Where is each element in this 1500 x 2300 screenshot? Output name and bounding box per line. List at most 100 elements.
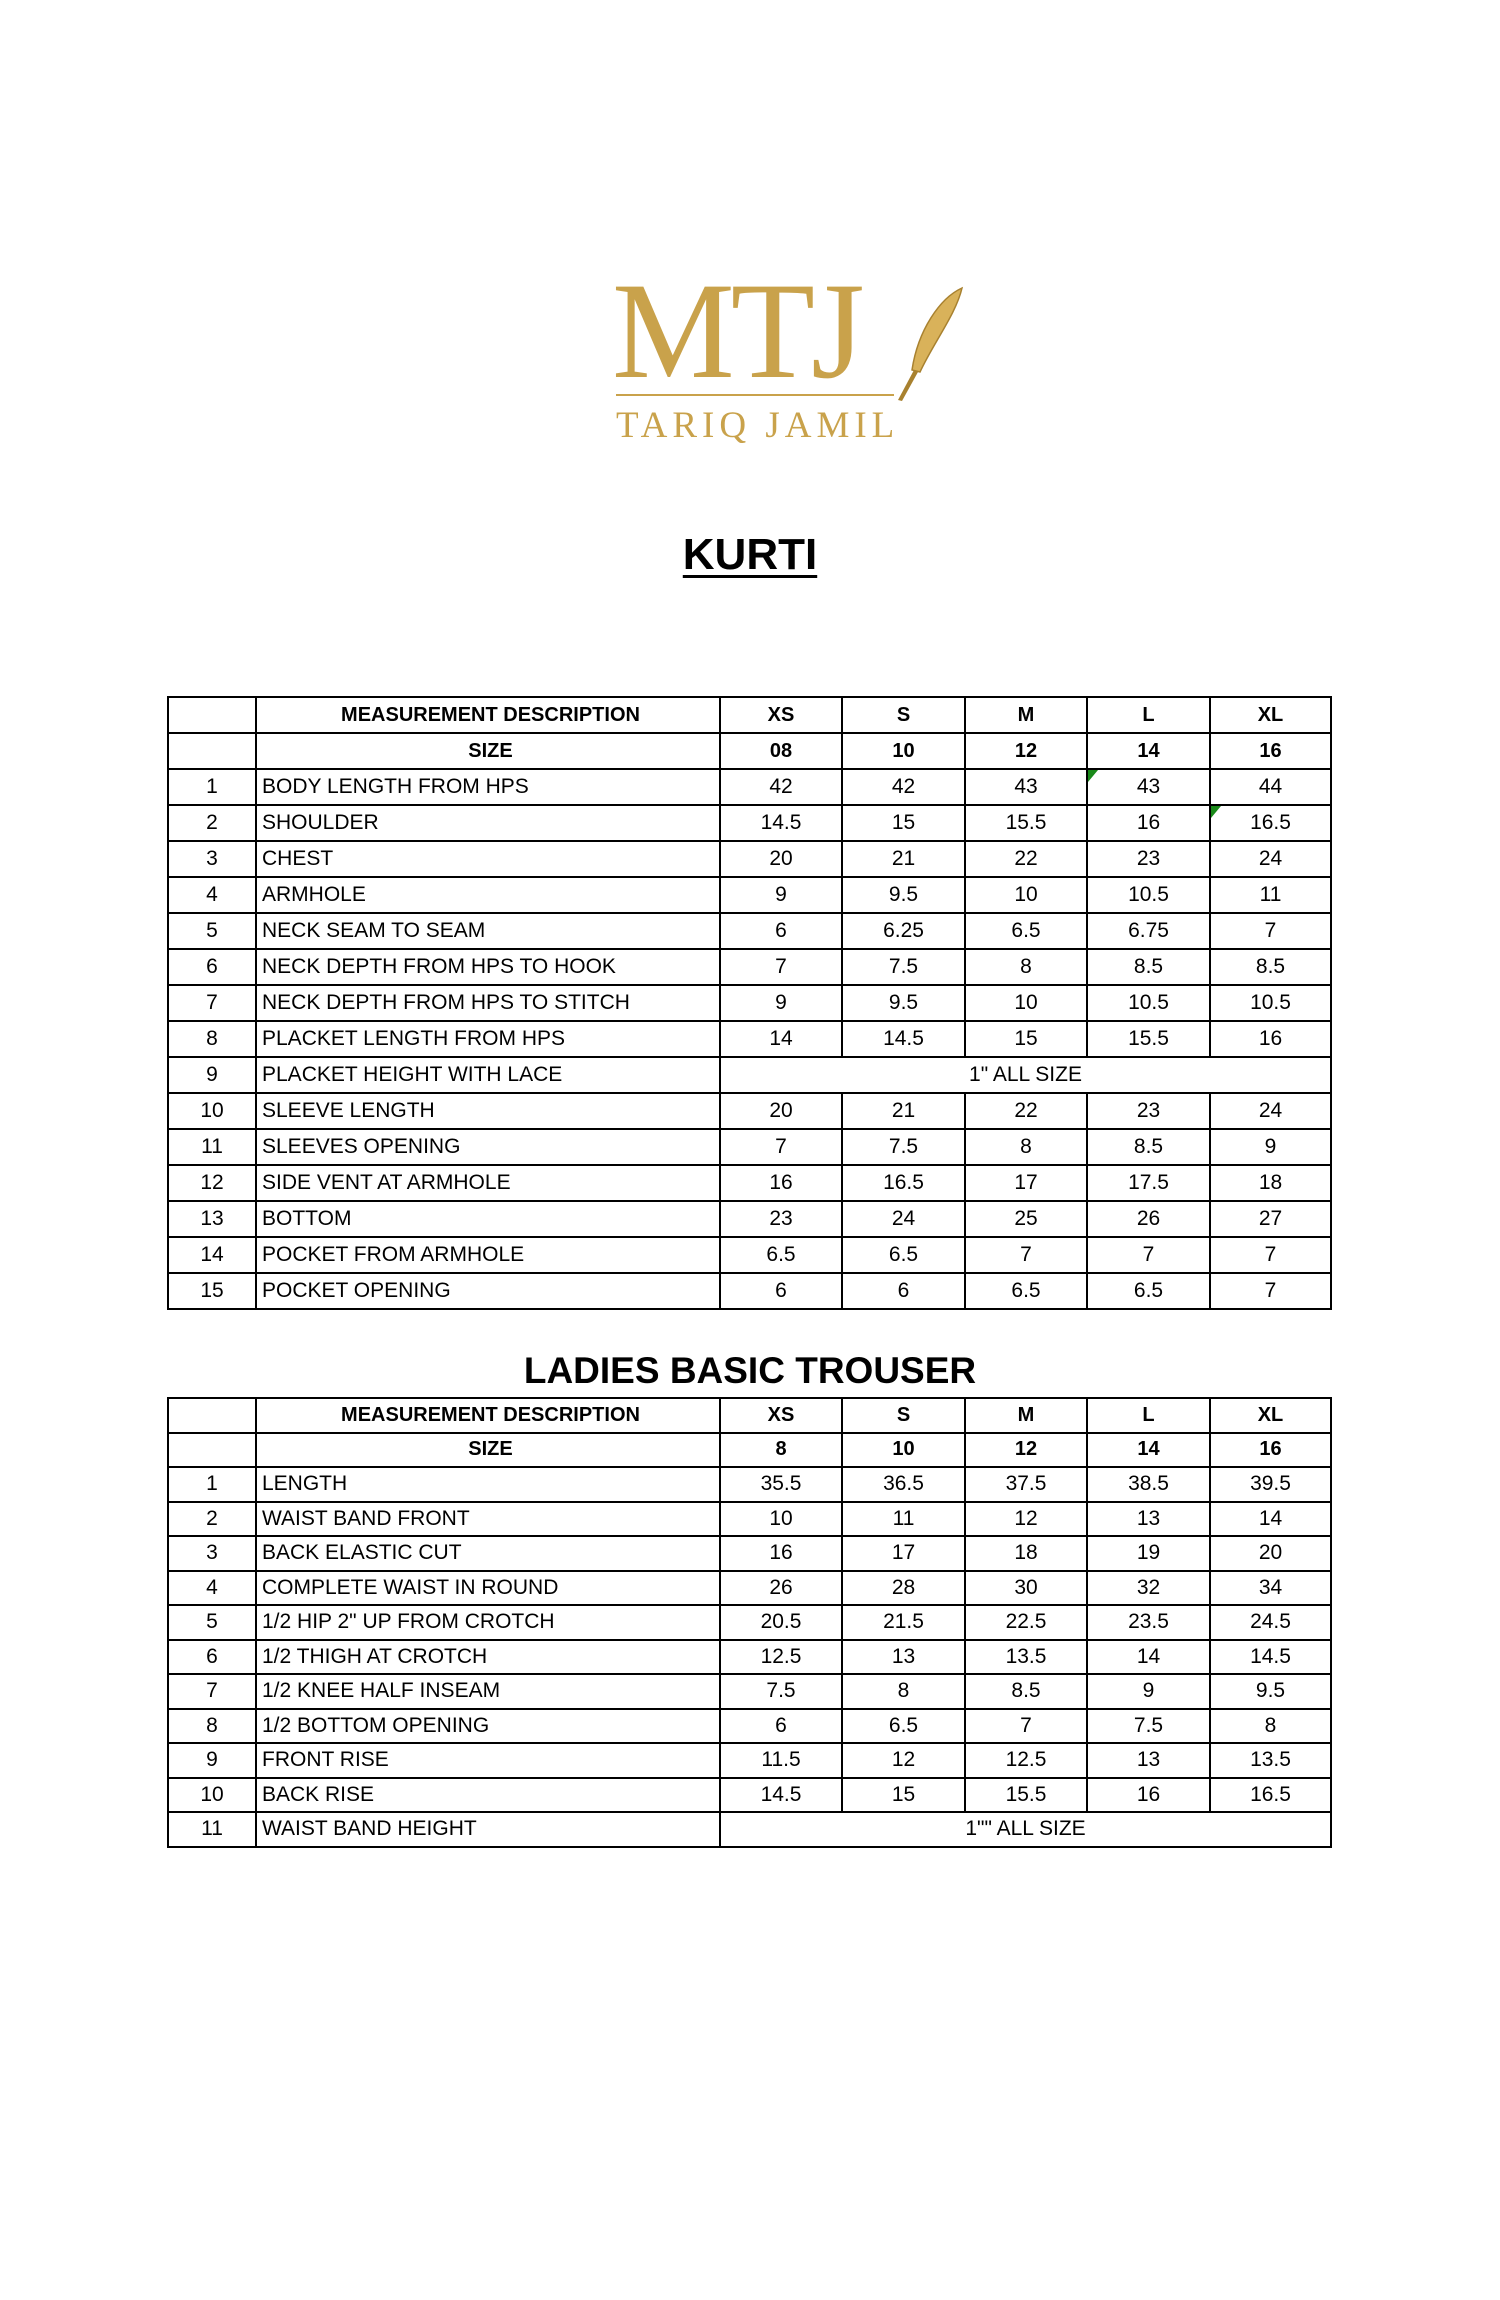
size-value: 6.5 [1086,1272,1211,1310]
measurement-description: NECK DEPTH FROM HPS TO STITCH [255,984,721,1022]
size-value: 8 [841,1673,966,1710]
row-number: 2 [167,804,257,842]
measurement-description: 1/2 BOTTOM OPENING [255,1707,721,1744]
size-value: XS [719,1397,843,1434]
size-value: 7 [964,1707,1088,1744]
size-value: 8 [719,1431,843,1468]
size-value: 7 [719,1128,843,1166]
row-number: 6 [167,1638,257,1675]
header-row: MEASUREMENT DESCRIPTION XS S M L XL [167,696,1332,734]
size-value: 13 [1086,1742,1211,1779]
table-row: 2 SHOULDER 14.5 15 15.5 16 16.5 [167,804,1332,842]
size-value: XL [1209,696,1332,734]
measurement-description: MEASUREMENT DESCRIPTION [255,696,721,734]
measurement-description: BODY LENGTH FROM HPS [255,768,721,806]
row-number: 8 [167,1707,257,1744]
row-number: 13 [167,1200,257,1238]
size-value: 7.5 [1086,1707,1211,1744]
size-value: 14 [1209,1500,1332,1537]
size-value: 22 [964,1092,1088,1130]
size-value: 16 [719,1535,843,1572]
size-value: 14.5 [841,1020,966,1058]
row-number: 11 [167,1128,257,1166]
header-row: SIZE 8 10 12 14 16 [167,1431,1332,1468]
size-value: 9 [719,876,843,914]
size-value: 24 [1209,1092,1332,1130]
measurement-description: PLACKET LENGTH FROM HPS [255,1020,721,1058]
size-value: 42 [719,768,843,806]
row-number: 14 [167,1236,257,1274]
measurement-description: ARMHOLE [255,876,721,914]
size-value: 21.5 [841,1604,966,1641]
size-value: 17 [841,1535,966,1572]
measurement-description: BACK ELASTIC CUT [255,1535,721,1572]
row-number: 3 [167,1535,257,1572]
measurement-description: SIDE VENT AT ARMHOLE [255,1164,721,1202]
size-value: 6.75 [1086,912,1211,950]
row-number: 4 [167,1569,257,1606]
size-value: 16.5 [1209,1776,1332,1813]
table-row: 5 NECK SEAM TO SEAM 6 6.25 6.5 6.75 7 [167,912,1332,950]
logo-mark: MTJ [612,254,865,407]
size-value: 10 [964,984,1088,1022]
table-row: 8 1/2 BOTTOM OPENING 6 6.5 7 7.5 8 [167,1707,1332,1744]
kurti-title: KURTI [0,530,1500,580]
table-row: 12 SIDE VENT AT ARMHOLE 16 16.5 17 17.5 18 [167,1164,1332,1202]
measurement-description: WAIST BAND HEIGHT [255,1811,721,1848]
row-number: 10 [167,1776,257,1813]
size-value: L [1086,1397,1211,1434]
table-row: 9 PLACKET HEIGHT WITH LACE 1" ALL SIZE [167,1056,1332,1094]
table-row: 9 FRONT RISE 11.5 12 12.5 13 13.5 [167,1742,1332,1779]
kurti-size-chart: MEASUREMENT DESCRIPTION XS S M L XL SIZE 08 10 12… [167,696,1332,1310]
size-value: 14.5 [1209,1638,1332,1675]
size-value: 7 [719,948,843,986]
row-number [167,732,257,770]
measurement-description: MEASUREMENT DESCRIPTION [255,1397,721,1434]
row-number: 1 [167,1466,257,1503]
table-row: 6 NECK DEPTH FROM HPS TO HOOK 7 7.5 8 8.5 8.5 [167,948,1332,986]
size-value: M [964,1397,1088,1434]
size-value: 34 [1209,1569,1332,1606]
size-value: 26 [1086,1200,1211,1238]
size-value: 13 [841,1638,966,1675]
size-value: 24 [1209,840,1332,878]
size-value: 36.5 [841,1466,966,1503]
measurement-description: SLEEVES OPENING [255,1128,721,1166]
size-value: 1"" ALL SIZE [719,1811,1332,1848]
size-value: 16 [1086,804,1211,842]
row-number: 1 [167,768,257,806]
size-value: 16 [1209,732,1332,770]
size-value: 15.5 [964,804,1088,842]
size-value: 8.5 [1209,948,1332,986]
row-number: 4 [167,876,257,914]
size-value: 19 [1086,1535,1211,1572]
row-number: 7 [167,984,257,1022]
row-number: 5 [167,912,257,950]
size-value: 28 [841,1569,966,1606]
trouser-title: LADIES BASIC TROUSER [523,1350,977,1391]
row-number: 5 [167,1604,257,1641]
size-value: 1" ALL SIZE [719,1056,1332,1094]
measurement-description: NECK DEPTH FROM HPS TO HOOK [255,948,721,986]
size-value: 10 [719,1500,843,1537]
table-row: 3 BACK ELASTIC CUT 16 17 18 19 20 [167,1535,1332,1572]
size-value: 38.5 [1086,1466,1211,1503]
measurement-description: POCKET FROM ARMHOLE [255,1236,721,1274]
measurement-description: BOTTOM [255,1200,721,1238]
size-value: 8.5 [1086,948,1211,986]
row-number: 12 [167,1164,257,1202]
size-value: 35.5 [719,1466,843,1503]
size-value: 12 [841,1742,966,1779]
size-value: 44 [1209,768,1332,806]
logo-name: TARIQ JAMIL [616,405,900,446]
measurement-description: SHOULDER [255,804,721,842]
size-value: 16.5 [1209,804,1332,842]
size-value: 7 [1209,912,1332,950]
size-value: 10 [964,876,1088,914]
size-value: 14.5 [719,804,843,842]
size-value: 11 [841,1500,966,1537]
size-value: 17.5 [1086,1164,1211,1202]
quill-icon [898,286,964,401]
measurement-description: 1/2 THIGH AT CROTCH [255,1638,721,1675]
size-value: 7 [964,1236,1088,1274]
